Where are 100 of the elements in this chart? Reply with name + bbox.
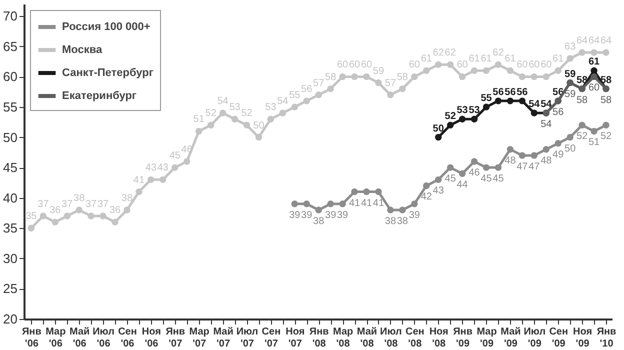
data-label: 60 <box>360 60 372 71</box>
point <box>243 122 250 128</box>
data-label: 56 <box>552 106 564 118</box>
x-tick-label: Янв '10 <box>596 326 616 350</box>
point <box>494 98 502 104</box>
y-tick-label: 45 <box>3 160 18 176</box>
data-label: 52 <box>205 108 217 120</box>
data-label: 52 <box>600 131 612 142</box>
point <box>590 128 598 135</box>
data-label: 45 <box>492 174 504 185</box>
x-tick-label: Мар '06 <box>46 326 66 350</box>
point <box>363 73 370 80</box>
data-label: 54 <box>277 96 289 108</box>
data-label: 39 <box>408 210 420 221</box>
point <box>351 73 358 80</box>
data-label: 61 <box>552 54 564 65</box>
x-tick-label: Сен '06 <box>118 326 137 350</box>
data-label: 52 <box>576 131 588 142</box>
point <box>375 188 382 196</box>
legend-label: Санкт-Петербург <box>62 67 154 79</box>
point <box>339 200 346 208</box>
data-label: 37 <box>38 199 50 210</box>
data-label: 41 <box>372 198 384 209</box>
point <box>494 61 502 68</box>
point <box>195 128 202 135</box>
data-label: 58 <box>325 72 337 83</box>
legend-label: Екатеринбург <box>62 90 137 102</box>
point <box>279 110 286 116</box>
point <box>566 134 574 141</box>
point <box>399 85 406 92</box>
data-label: 59 <box>372 66 384 77</box>
data-label: 37 <box>86 199 98 210</box>
point <box>602 49 610 56</box>
point <box>506 67 514 74</box>
point <box>64 212 70 220</box>
point <box>518 98 526 104</box>
data-label: 62 <box>444 48 456 59</box>
point <box>88 212 94 220</box>
y-tick-label: 25 <box>3 281 18 296</box>
y-tick-label: 40 <box>3 190 18 206</box>
point <box>494 164 502 171</box>
x-tick-label: Ноя '06 <box>142 326 162 350</box>
data-label: 56 <box>516 86 528 98</box>
y-tick-label: 70 <box>3 8 18 24</box>
point <box>399 206 406 214</box>
x-tick-label: Ноя '09 <box>573 326 592 350</box>
point <box>219 110 226 116</box>
point <box>458 73 466 80</box>
point <box>542 146 550 153</box>
x-tick-label: Янв '06 <box>22 326 42 350</box>
point <box>578 49 586 56</box>
point <box>446 122 454 128</box>
point <box>458 170 466 177</box>
point <box>255 134 262 141</box>
data-label: 36 <box>109 205 122 216</box>
point <box>411 73 418 80</box>
data-label: 53 <box>265 102 277 114</box>
data-label: 46 <box>468 168 480 178</box>
data-label: 54 <box>217 96 229 108</box>
data-label: 60 <box>588 82 600 94</box>
point <box>423 67 430 74</box>
data-label: 53 <box>468 105 480 116</box>
point <box>207 122 214 128</box>
data-label: 64 <box>576 35 588 46</box>
x-tick-label: Май '07 <box>213 326 234 350</box>
data-label: 45 <box>444 174 456 185</box>
data-label: 62 <box>432 48 444 59</box>
point <box>423 182 430 190</box>
point <box>446 61 454 68</box>
point <box>602 122 610 128</box>
data-label: 54 <box>528 99 540 110</box>
point <box>327 200 334 208</box>
point <box>76 206 82 214</box>
x-tick-label: Май '09 <box>500 326 521 350</box>
point <box>136 188 142 196</box>
data-label: 60 <box>540 60 552 71</box>
point <box>363 188 370 196</box>
data-label: 39 <box>336 210 349 221</box>
x-tick-label: Ноя '07 <box>286 326 305 350</box>
data-label: 39 <box>325 210 337 221</box>
data-label: 38 <box>313 216 325 227</box>
point <box>291 104 298 110</box>
point <box>506 98 514 104</box>
point <box>554 67 562 74</box>
point <box>435 61 442 68</box>
point <box>40 212 47 220</box>
point <box>327 85 334 92</box>
x-tick-label: Сен '09 <box>549 326 568 350</box>
point <box>578 122 586 128</box>
point <box>530 110 538 116</box>
point <box>411 200 418 208</box>
data-label: 52 <box>241 108 253 120</box>
y-tick-label: 35 <box>3 220 18 236</box>
data-label: 60 <box>348 60 361 71</box>
data-label: 42 <box>420 192 432 203</box>
data-label: 49 <box>552 149 564 160</box>
data-label: 59 <box>564 68 576 80</box>
point <box>435 134 442 141</box>
data-label: 41 <box>133 174 145 186</box>
point <box>482 164 490 171</box>
